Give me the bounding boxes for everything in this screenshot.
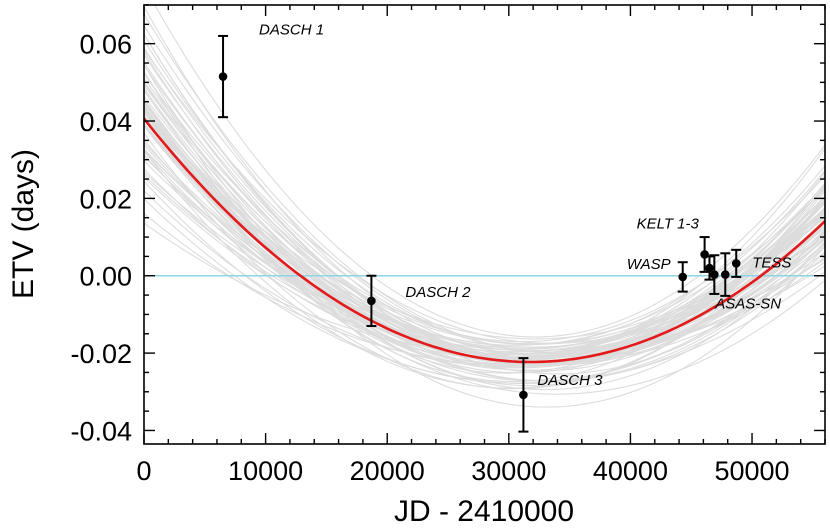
sample-curve — [144, 64, 825, 387]
point-label: DASCH 3 — [537, 372, 603, 389]
point-annotations: DASCH 1 DASCH 2 DASCH 3 WASP KELT 1-3 ASAS-SN… — [259, 22, 791, 389]
x-tick-label: 0 — [136, 456, 151, 486]
sample-curve — [144, 82, 825, 355]
x-tick-label: 40000 — [593, 456, 668, 486]
x-axis-title: JD - 2410000 — [394, 495, 574, 528]
y-tick-label: -0.04 — [70, 416, 132, 446]
y-axis-title: ETV (days) — [7, 149, 40, 299]
point-label: TESS — [752, 254, 791, 271]
y-tick-label: -0.02 — [70, 339, 132, 369]
point-marker — [705, 263, 714, 273]
sample-curve — [144, 154, 825, 367]
data-point — [518, 357, 529, 433]
point-marker — [700, 250, 709, 259]
point-marker — [720, 270, 730, 279]
point-label: DASCH 2 — [405, 284, 471, 301]
sample-curve — [144, 87, 825, 391]
sample-curve — [144, 190, 825, 367]
sample-curve — [144, 101, 825, 366]
point-marker — [367, 296, 376, 306]
sample-curve — [144, 49, 825, 344]
x-tick-label: 20000 — [350, 456, 425, 486]
point-marker — [710, 270, 719, 279]
point-label: ASAS-SN — [714, 296, 781, 313]
data-point — [709, 254, 720, 295]
sample-curve — [144, 155, 825, 351]
data-point — [731, 248, 742, 278]
data-point — [677, 261, 688, 293]
y-tick-label: 0.02 — [79, 184, 132, 214]
x-tick-label: 30000 — [471, 456, 546, 486]
point-marker — [519, 390, 528, 400]
data-point — [366, 274, 377, 328]
point-label: DASCH 1 — [259, 22, 324, 39]
sample-curve — [144, 148, 825, 361]
point-label: KELT 1-3 — [637, 215, 700, 232]
sample-curve — [144, 33, 825, 364]
sample-curve — [144, 144, 825, 358]
data-point — [218, 34, 229, 119]
point-marker — [218, 72, 228, 81]
sample-curve — [144, 174, 825, 353]
data-points — [218, 34, 742, 433]
point-marker — [731, 259, 741, 268]
y-tick-labels: 0.06 0.04 0.02 0.00 -0.02 -0.04 — [70, 30, 132, 447]
sample-curve — [144, 47, 825, 366]
best-fit-curve — [144, 117, 825, 364]
point-label: WASP — [627, 256, 671, 273]
posterior-sample-curves — [144, 5, 825, 408]
x-tick-labels: 0 10000 20000 30000 40000 50000 — [136, 456, 789, 486]
sample-curve — [144, 124, 825, 365]
point-marker — [678, 272, 688, 282]
y-tick-label: 0.04 — [79, 107, 132, 137]
axis-ticks — [143, 4, 826, 444]
x-tick-label: 50000 — [714, 456, 789, 486]
sample-curve — [144, 132, 825, 390]
y-tick-label: 0.06 — [79, 30, 132, 60]
data-point — [704, 255, 715, 281]
sample-curve — [144, 51, 825, 363]
y-tick-label: 0.00 — [79, 262, 132, 292]
x-tick-label: 10000 — [228, 456, 303, 486]
data-point — [720, 252, 731, 297]
